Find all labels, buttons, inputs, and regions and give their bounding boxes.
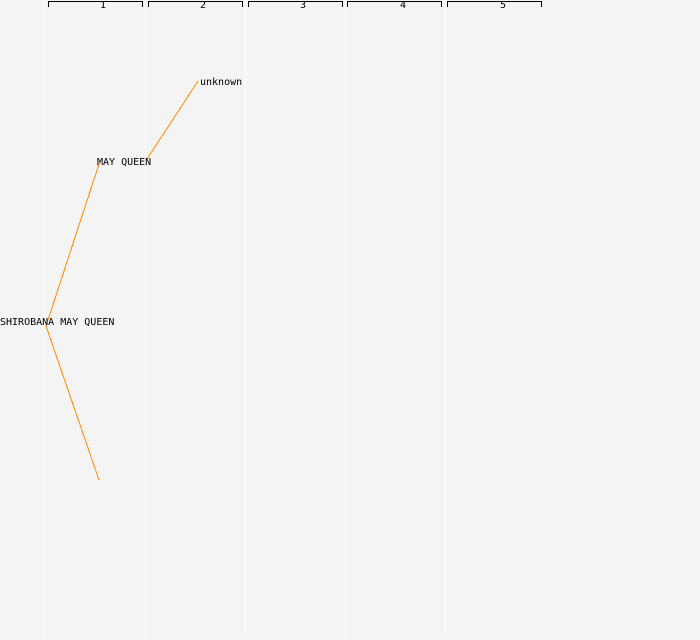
- generation-label-3: 3: [300, 0, 307, 11]
- edge-mayqueen-to-unknown: [146, 80, 199, 160]
- generation-gridline: [345, 0, 346, 637]
- generation-label-5: 5: [500, 0, 507, 11]
- generation-gridline: [145, 0, 146, 637]
- generation-gridline: [445, 0, 446, 637]
- generation-gridline: [245, 0, 246, 637]
- generation-bracket-3: [248, 1, 343, 7]
- edge-shirobana-to-mayqueen-and-parent: [45, 160, 101, 481]
- generation-bracket-4: [347, 1, 442, 7]
- generation-bracket-2: [148, 1, 243, 7]
- generation-gridline: [44, 0, 45, 637]
- generation-bracket-5: [447, 1, 542, 7]
- node-label-unknown: unknown: [200, 77, 243, 88]
- generation-label-2: 2: [200, 0, 207, 11]
- node-label-shirobana-may-queen: SHIROBANA MAY QUEEN: [0, 317, 115, 328]
- generation-label-4: 4: [400, 0, 407, 11]
- generation-label-1: 1: [100, 0, 107, 11]
- node-label-may-queen: MAY QUEEN: [97, 157, 152, 168]
- generation-bracket-1: [48, 1, 143, 7]
